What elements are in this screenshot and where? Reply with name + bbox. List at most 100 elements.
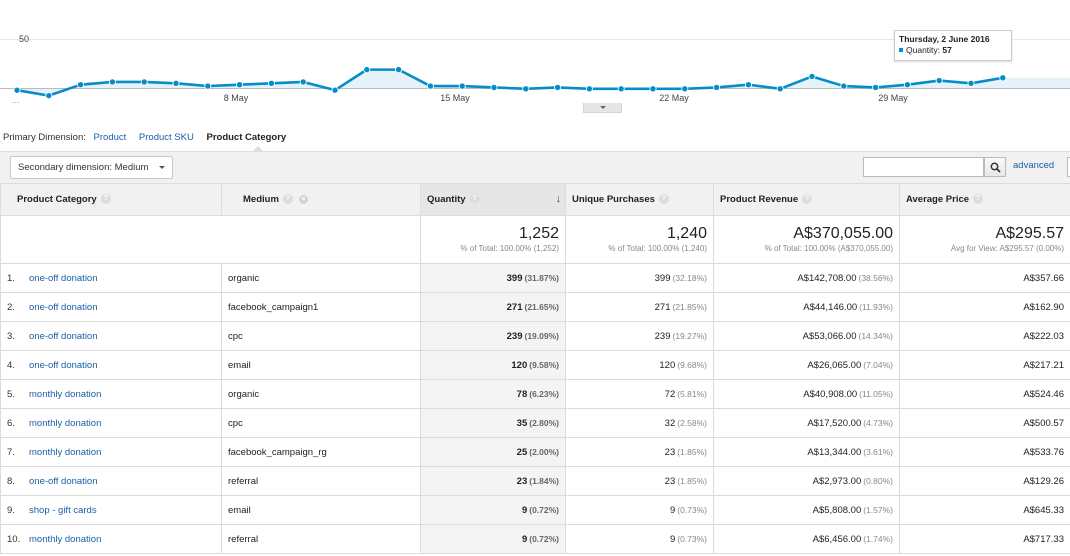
product-category-link[interactable]: monthly donation bbox=[29, 417, 102, 429]
column-header-unique-purchases[interactable]: Unique Purchases? bbox=[565, 183, 714, 216]
quantity-value: 239 bbox=[506, 330, 523, 342]
product-category-link[interactable]: one-off donation bbox=[29, 330, 98, 342]
product-category-link[interactable]: one-off donation bbox=[29, 359, 98, 371]
product-category-link[interactable]: monthly donation bbox=[29, 446, 102, 458]
data-point bbox=[204, 82, 212, 90]
cell-average-price: A$717.33 bbox=[899, 524, 1070, 554]
quantity-value: 23 bbox=[516, 475, 528, 487]
quantity-value: 120 bbox=[511, 359, 528, 371]
quantity-value: 78 bbox=[516, 388, 528, 400]
cell-quantity: 23 (1.84%) bbox=[420, 466, 566, 496]
cell-medium: organic bbox=[221, 379, 421, 409]
quantity-value: 271 bbox=[506, 301, 523, 313]
column-header-label: Product Category bbox=[17, 194, 97, 205]
column-header-product-revenue[interactable]: Product Revenue? bbox=[713, 183, 900, 216]
cell-average-price: A$222.03 bbox=[899, 321, 1070, 351]
data-point bbox=[140, 78, 148, 86]
revenue-percent: (1.57%) bbox=[863, 504, 893, 515]
help-icon[interactable]: ? bbox=[658, 194, 669, 205]
series-line-quantity bbox=[16, 68, 1004, 97]
product-category-link[interactable]: shop - gift cards bbox=[29, 504, 97, 516]
tooltip-label: Quantity: bbox=[906, 45, 941, 55]
primary-dimension-product[interactable]: Product bbox=[93, 132, 127, 143]
tooltip-value: 57 bbox=[942, 45, 952, 55]
product-category-link[interactable]: one-off donation bbox=[29, 301, 98, 313]
data-point bbox=[458, 82, 466, 90]
quantity-value: 9 bbox=[521, 533, 528, 545]
help-icon[interactable]: ? bbox=[802, 194, 813, 205]
cell-average-price: A$524.46 bbox=[899, 379, 1070, 409]
quantity-percent: (0.72%) bbox=[529, 504, 559, 515]
cell-average-price: A$645.33 bbox=[899, 495, 1070, 525]
help-icon[interactable]: ? bbox=[100, 194, 111, 205]
quantity-percent: (31.87%) bbox=[524, 272, 560, 283]
cell-product-category: 6. monthly donation bbox=[0, 408, 222, 438]
help-icon[interactable]: ? bbox=[282, 194, 293, 205]
cell-product-revenue: A$142,708.00 (38.56%) bbox=[713, 263, 900, 293]
table-row: 10. monthly donation referral 9 (0.72%) 9 (0.7… bbox=[0, 524, 1070, 554]
tooltip-date: Thursday, 2 June 2016 bbox=[899, 34, 990, 44]
column-header-average-price[interactable]: Average Price? bbox=[899, 183, 1070, 216]
row-index: 8. bbox=[7, 475, 15, 487]
quantity-percent: (0.72%) bbox=[529, 533, 559, 544]
data-point bbox=[903, 81, 911, 89]
cell-product-category: 8. one-off donation bbox=[0, 466, 222, 496]
chart-tooltip: Thursday, 2 June 2016 Quantity: 57 bbox=[894, 30, 1012, 61]
revenue-percent: (1.74%) bbox=[863, 533, 893, 544]
primary-dimension-label: Primary Dimension: bbox=[3, 132, 86, 143]
chevron-down-icon bbox=[600, 106, 606, 109]
data-point bbox=[744, 81, 752, 89]
data-point bbox=[808, 72, 816, 80]
row-index: 3. bbox=[7, 330, 15, 342]
unique-purchases-percent: (0.73%) bbox=[677, 504, 707, 515]
data-point bbox=[840, 82, 848, 90]
product-category-link[interactable]: monthly donation bbox=[29, 533, 102, 545]
chart-collapse-handle[interactable] bbox=[583, 103, 622, 113]
cell-average-price: A$500.57 bbox=[899, 408, 1070, 438]
revenue-percent: (38.56%) bbox=[858, 272, 894, 283]
chevron-down-icon bbox=[159, 166, 166, 169]
revenue-value: A$26,065.00 bbox=[807, 359, 862, 371]
y-axis-tick: 50 bbox=[19, 34, 30, 44]
unique-purchases-value: 72 bbox=[664, 388, 676, 400]
totals-spacer bbox=[0, 215, 421, 264]
column-header-product-category[interactable]: Product Category? bbox=[0, 183, 222, 216]
primary-dimension-bar: Primary Dimension: Product Product SKU P… bbox=[3, 132, 286, 143]
cell-average-price: A$162.90 bbox=[899, 292, 1070, 322]
table-search-input[interactable] bbox=[863, 157, 984, 177]
cell-quantity: 120 (9.58%) bbox=[420, 350, 566, 380]
column-header-label: Medium bbox=[243, 194, 279, 205]
cell-product-category: 7. monthly donation bbox=[0, 437, 222, 467]
view-toggle-edge[interactable] bbox=[1067, 157, 1070, 177]
product-category-link[interactable]: one-off donation bbox=[29, 272, 98, 284]
cell-medium: organic bbox=[221, 263, 421, 293]
unique-purchases-value: 120 bbox=[659, 359, 676, 371]
help-icon[interactable]: ? bbox=[469, 194, 480, 205]
cell-product-category: 10. monthly donation bbox=[0, 524, 222, 554]
row-index: 5. bbox=[7, 388, 15, 400]
column-header-label: Quantity bbox=[427, 194, 466, 205]
primary-dimension-product-sku[interactable]: Product SKU bbox=[138, 132, 194, 143]
row-index: 9. bbox=[7, 504, 15, 516]
cell-average-price: A$357.66 bbox=[899, 263, 1070, 293]
total-subtext: % of Total: 100.00% (A$370,055.00) bbox=[764, 244, 893, 253]
cell-quantity: 9 (0.72%) bbox=[420, 495, 566, 525]
column-header-quantity[interactable]: Quantity? ↓ bbox=[420, 183, 566, 216]
cell-product-revenue: A$53,066.00 (14.34%) bbox=[713, 321, 900, 351]
product-category-link[interactable]: monthly donation bbox=[29, 388, 102, 400]
revenue-percent: (0.80%) bbox=[863, 475, 893, 486]
column-header-medium[interactable]: Medium? × bbox=[221, 183, 421, 216]
data-point bbox=[681, 85, 689, 93]
product-category-link[interactable]: one-off donation bbox=[29, 475, 98, 487]
unique-purchases-value: 271 bbox=[654, 301, 671, 313]
data-point bbox=[299, 78, 307, 86]
advanced-filter-link[interactable]: advanced bbox=[1013, 160, 1055, 171]
search-button[interactable] bbox=[984, 157, 1006, 177]
remove-dimension-icon[interactable]: × bbox=[298, 194, 308, 204]
revenue-value: A$5,808.00 bbox=[812, 504, 862, 516]
help-icon[interactable]: ? bbox=[973, 194, 984, 205]
unique-purchases-value: 9 bbox=[669, 533, 676, 545]
data-point bbox=[77, 81, 85, 89]
secondary-dimension-dropdown[interactable]: Secondary dimension: Medium bbox=[10, 156, 174, 179]
unique-purchases-value: 23 bbox=[664, 475, 676, 487]
